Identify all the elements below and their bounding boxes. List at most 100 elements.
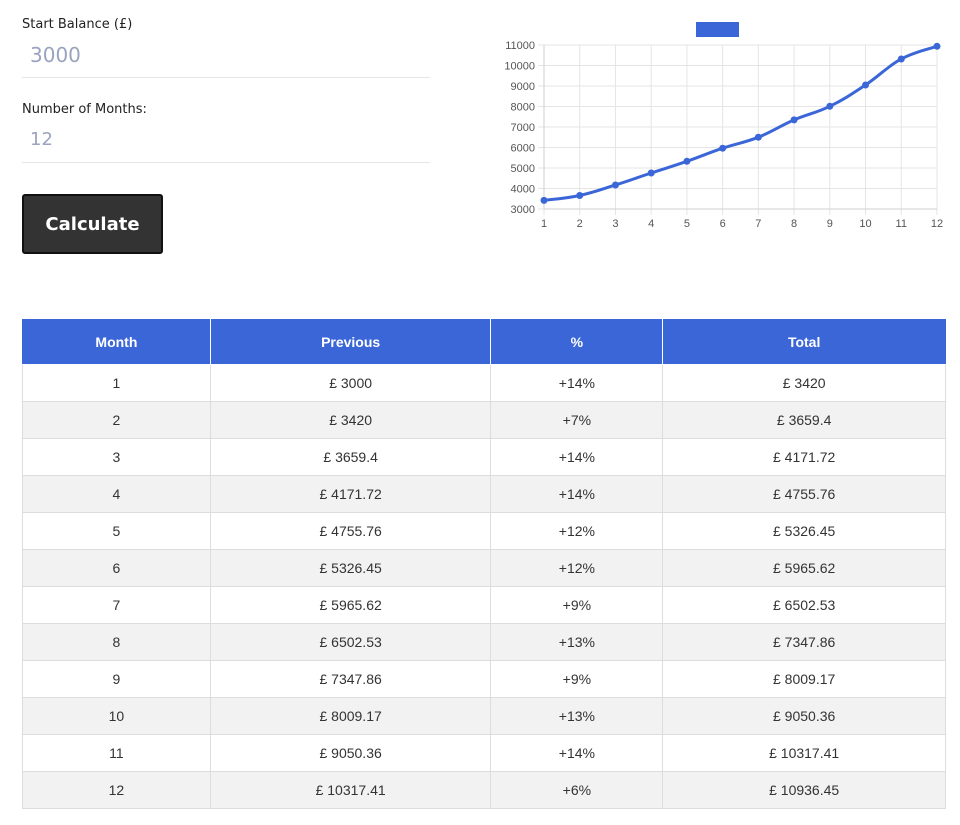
x-tick-label: 8 bbox=[791, 218, 797, 230]
data-point[interactable] bbox=[719, 144, 727, 152]
cell-col-month: 11 bbox=[22, 734, 211, 772]
cell-col-month: 9 bbox=[22, 660, 211, 698]
cell-col-previous: £ 6502.53 bbox=[209, 623, 492, 661]
table-header-row: Month Previous% Total bbox=[22, 319, 946, 365]
cell-col-previous: £ 8009.17 bbox=[209, 697, 492, 735]
cell-col-percent: +13% bbox=[490, 697, 664, 735]
header-col-total: Total bbox=[662, 319, 946, 365]
chart-grid bbox=[538, 44, 938, 215]
cell-col-month: 7 bbox=[22, 586, 211, 624]
y-tick-label: 7000 bbox=[511, 122, 535, 134]
cell-col-month: 4 bbox=[22, 475, 211, 513]
cell-col-month: 3 bbox=[22, 438, 211, 476]
cell-col-previous: £ 9050.36 bbox=[209, 734, 492, 772]
legend-swatch[interactable] bbox=[696, 22, 739, 37]
cell-col-total: £ 7347.86 bbox=[662, 623, 946, 661]
cell-col-previous: £ 7347.86 bbox=[209, 660, 492, 698]
cell-col-previous: £ 3420 bbox=[209, 401, 492, 439]
x-tick-label: 6 bbox=[720, 218, 726, 230]
cell-col-percent: +12% bbox=[490, 549, 664, 587]
data-point[interactable] bbox=[683, 157, 691, 165]
cell-col-percent: +12% bbox=[490, 512, 664, 550]
cell-col-total: £ 5326.45 bbox=[662, 512, 946, 550]
months-label: Number of Months: bbox=[22, 102, 147, 117]
x-tick-label: 5 bbox=[684, 218, 690, 230]
table-row: 12 £ 10317.41 +6% £ 10936.45 bbox=[22, 771, 946, 809]
cell-col-month: 1 bbox=[22, 364, 211, 402]
x-tick-label: 12 bbox=[931, 218, 943, 230]
cell-col-total: £ 10317.41 bbox=[662, 734, 946, 772]
cell-col-total: £ 10936.45 bbox=[662, 771, 946, 809]
data-point[interactable] bbox=[611, 181, 619, 189]
cell-col-previous: £ 4171.72 bbox=[209, 475, 492, 513]
calculate-button[interactable]: Calculate bbox=[22, 194, 163, 254]
data-point[interactable] bbox=[540, 196, 548, 204]
y-tick-label: 6000 bbox=[511, 143, 535, 155]
cell-col-previous: £ 3000 bbox=[209, 364, 492, 402]
cell-col-month: 2 bbox=[22, 401, 211, 439]
cell-col-percent: +6% bbox=[490, 771, 664, 809]
cell-col-month: 6 bbox=[22, 549, 211, 587]
cell-col-month: 10 bbox=[22, 697, 211, 735]
chart-x-ticks: 1 2 3 4 5 6 7 8 9 10 11 12 bbox=[541, 218, 943, 230]
y-tick-label: 5000 bbox=[511, 163, 535, 175]
cell-col-percent: +9% bbox=[490, 660, 664, 698]
cell-col-percent: +14% bbox=[490, 475, 664, 513]
x-tick-label: 11 bbox=[896, 218, 907, 230]
y-tick-label: 9000 bbox=[511, 81, 535, 93]
data-point[interactable] bbox=[790, 116, 798, 124]
x-tick-label: 2 bbox=[577, 218, 583, 230]
y-tick-label: 11000 bbox=[505, 40, 535, 52]
table-body: 1 £ 3000 +14% £ 3420 2 £ 3420 +7% £ 3659.4 3 £ 36… bbox=[22, 364, 946, 809]
cell-col-percent: +13% bbox=[490, 623, 664, 661]
data-point[interactable] bbox=[933, 42, 941, 50]
data-point[interactable] bbox=[826, 102, 834, 110]
table-row: 5 £ 4755.76 +12% £ 5326.45 bbox=[22, 512, 946, 550]
cell-col-percent: +9% bbox=[490, 586, 664, 624]
cell-col-previous: £ 5965.62 bbox=[209, 586, 492, 624]
cell-col-previous: £ 10317.41 bbox=[209, 771, 492, 809]
data-point[interactable] bbox=[897, 55, 905, 63]
cell-col-total: £ 8009.17 bbox=[662, 660, 946, 698]
data-point[interactable] bbox=[576, 191, 584, 199]
header-col-percent: % bbox=[490, 319, 664, 365]
cell-col-total: £ 3420 bbox=[662, 364, 946, 402]
cell-col-total: £ 6502.53 bbox=[662, 586, 946, 624]
cell-col-total: £ 4755.76 bbox=[662, 475, 946, 513]
y-tick-label: 4000 bbox=[511, 184, 535, 196]
cell-col-total: £ 5965.62 bbox=[662, 549, 946, 587]
x-tick-label: 1 bbox=[541, 218, 547, 230]
cell-col-month: 5 bbox=[22, 512, 211, 550]
start-balance-input[interactable] bbox=[22, 32, 430, 78]
table-row: 2 £ 3420 +7% £ 3659.4 bbox=[22, 401, 946, 439]
balance-line-chart: 3000 4000 5000 6000 7000 8000 9000 10000 11000 1… bbox=[504, 22, 943, 230]
table-row: 4 £ 4171.72 +14% £ 4755.76 bbox=[22, 475, 946, 513]
cell-col-month: 12 bbox=[22, 771, 211, 809]
data-point[interactable] bbox=[754, 133, 762, 141]
cell-col-percent: +14% bbox=[490, 364, 664, 402]
cell-col-percent: +14% bbox=[490, 438, 664, 476]
table-row: 9 £ 7347.86 +9% £ 8009.17 bbox=[22, 660, 946, 698]
cell-col-month: 8 bbox=[22, 623, 211, 661]
cell-col-percent: +14% bbox=[490, 734, 664, 772]
cell-col-previous: £ 5326.45 bbox=[209, 549, 492, 587]
x-tick-label: 9 bbox=[827, 218, 833, 230]
table-row: 3 £ 3659.4 +14% £ 4171.72 bbox=[22, 438, 946, 476]
months-input[interactable] bbox=[22, 117, 430, 163]
table-row: 10 £ 8009.17 +13% £ 9050.36 bbox=[22, 697, 946, 735]
results-table: Month Previous% Total 1 £ 3000 +14% £ 3420 2 £ … bbox=[22, 319, 946, 809]
header-col-previous: Previous bbox=[209, 319, 492, 365]
data-point[interactable] bbox=[647, 169, 655, 177]
data-point[interactable] bbox=[862, 81, 870, 89]
y-tick-label: 8000 bbox=[511, 102, 535, 114]
y-tick-label: 3000 bbox=[511, 204, 535, 216]
x-tick-label: 4 bbox=[648, 218, 654, 230]
table-row: 8 £ 6502.53 +13% £ 7347.86 bbox=[22, 623, 946, 661]
cell-col-total: £ 9050.36 bbox=[662, 697, 946, 735]
chart-y-ticks: 3000 4000 5000 6000 7000 8000 9000 10000 11000 bbox=[504, 40, 535, 216]
cell-col-total: £ 3659.4 bbox=[662, 401, 946, 439]
y-tick-label: 10000 bbox=[504, 61, 535, 73]
cell-col-total: £ 4171.72 bbox=[662, 438, 946, 476]
x-tick-label: 7 bbox=[755, 218, 761, 230]
cell-col-previous: £ 3659.4 bbox=[209, 438, 492, 476]
